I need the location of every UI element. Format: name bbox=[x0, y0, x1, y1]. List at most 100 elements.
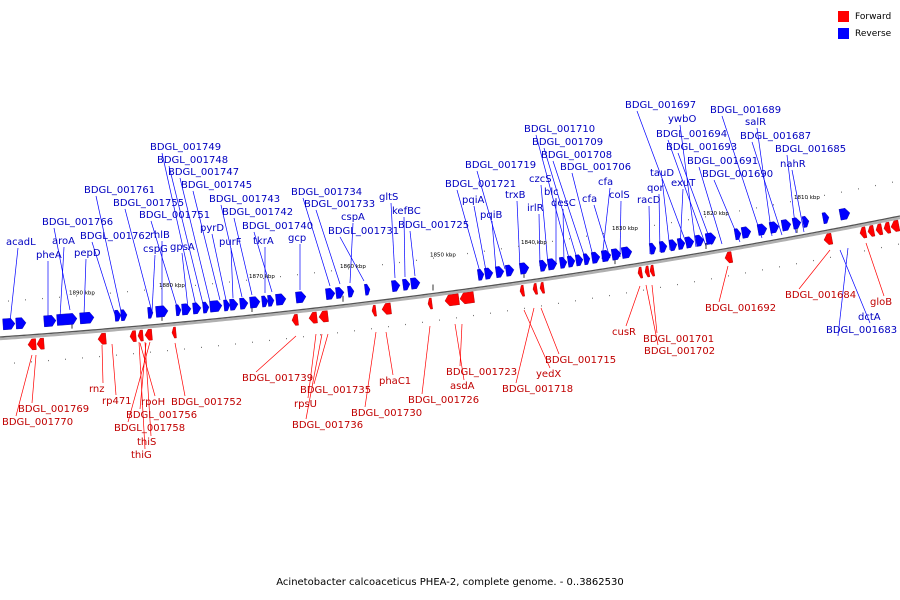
forward-gene-label: BDGL_001684 bbox=[785, 290, 856, 301]
forward-gene-label: cusR bbox=[612, 327, 636, 338]
minor-tick bbox=[711, 278, 712, 280]
reverse-connector bbox=[150, 220, 179, 311]
minor-tick bbox=[609, 294, 610, 297]
minor-tick bbox=[127, 291, 128, 293]
reverse-gene-block bbox=[538, 259, 548, 272]
minor-tick bbox=[450, 255, 451, 257]
minor-tick bbox=[490, 312, 491, 314]
minor-tick bbox=[59, 296, 60, 298]
minor-tick bbox=[14, 362, 15, 364]
forward-gene-block bbox=[867, 224, 876, 237]
forward-connector bbox=[305, 333, 323, 420]
reverse-connector bbox=[181, 252, 189, 309]
minor-tick bbox=[677, 283, 678, 286]
reverse-gene-block bbox=[484, 267, 494, 280]
minor-tick bbox=[586, 235, 587, 237]
reverse-connector bbox=[756, 127, 773, 237]
forward-gene-block bbox=[427, 297, 433, 310]
genome-caption: Acinetobacter calcoaceticus PHEA-2, comp… bbox=[276, 577, 624, 588]
forward-gene-label: BDGL_001702 bbox=[644, 346, 715, 357]
scale-label: 1820 kbp bbox=[703, 211, 729, 217]
reverse-connector bbox=[179, 177, 211, 303]
minor-tick bbox=[433, 257, 434, 259]
reverse-gene-block bbox=[740, 226, 752, 239]
scale-label: 1860 kbp bbox=[340, 264, 366, 270]
reverse-gene-label: trxB bbox=[505, 190, 526, 201]
minor-tick bbox=[807, 197, 808, 200]
reverse-gene-label: pheA bbox=[36, 250, 62, 261]
minor-tick bbox=[178, 286, 179, 288]
reverse-connector bbox=[661, 178, 671, 251]
reverse-gene-block bbox=[249, 296, 261, 309]
reverse-gene-label: BDGL_001689 bbox=[710, 105, 781, 116]
reverse-gene-label: tkrA bbox=[253, 236, 274, 247]
minor-tick bbox=[507, 310, 508, 312]
reverse-connector bbox=[91, 241, 117, 319]
reverse-gene-block bbox=[347, 285, 355, 298]
forward-gene-label: rpsU bbox=[294, 399, 317, 410]
reverse-connector bbox=[535, 134, 571, 263]
reverse-gene-label: BDGL_001719 bbox=[465, 160, 536, 171]
reverse-gene-label: BDGL_001766 bbox=[42, 217, 113, 228]
reverse-gene-label: acadL bbox=[6, 237, 36, 248]
minor-tick bbox=[229, 281, 230, 283]
reverse-gene-label: BDGL_001694 bbox=[656, 129, 727, 140]
forward-connector bbox=[645, 284, 659, 346]
reverse-gene-label: BDGL_001748 bbox=[157, 155, 228, 166]
reverse-connector bbox=[839, 249, 871, 324]
reverse-gene-block bbox=[2, 318, 16, 331]
reverse-gene-label: BDGL_001751 bbox=[139, 210, 210, 221]
minor-tick bbox=[195, 284, 196, 286]
reverse-gene-block bbox=[648, 242, 657, 255]
reverse-gene-block bbox=[558, 256, 568, 269]
reverse-gene-block bbox=[801, 215, 810, 228]
reverse-gene-label: BDGL_001762 bbox=[80, 231, 151, 242]
minor-tick bbox=[212, 283, 213, 285]
reverse-gene-block bbox=[239, 297, 249, 310]
reverse-gene-label: BDGL_001706 bbox=[560, 162, 631, 173]
minor-tick bbox=[688, 219, 689, 221]
minor-tick bbox=[603, 232, 604, 235]
forward-gene-block bbox=[97, 332, 107, 345]
forward-gene-label: phaC1 bbox=[379, 376, 411, 387]
reverse-gene-label: BDGL_001710 bbox=[524, 124, 595, 135]
forward-connector bbox=[454, 323, 465, 381]
reverse-gene-block bbox=[791, 217, 802, 230]
reverse-gene-label: aroA bbox=[52, 236, 75, 247]
reverse-gene-block bbox=[610, 248, 622, 261]
reverse-gene-block bbox=[704, 232, 717, 245]
forward-connector bbox=[127, 341, 151, 423]
minor-tick bbox=[65, 358, 66, 360]
forward-gene-block bbox=[318, 310, 329, 323]
reverse-gene-block bbox=[768, 221, 780, 234]
legend: Forward Reverse bbox=[838, 9, 898, 43]
forward-gene-block bbox=[36, 337, 45, 350]
reverse-gene-label: czcS bbox=[529, 174, 552, 185]
minor-tick bbox=[354, 330, 355, 332]
forward-connector bbox=[138, 341, 146, 450]
reverse-gene-block bbox=[495, 266, 505, 279]
forward-gene-block bbox=[519, 284, 525, 297]
forward-gene-block bbox=[129, 330, 137, 342]
minor-tick bbox=[620, 230, 621, 232]
reverse-gene-block bbox=[668, 239, 678, 252]
reverse-gene-label: BDGL_001690 bbox=[702, 169, 773, 180]
reverse-gene-block bbox=[192, 302, 202, 315]
reverse-gene-label: salR bbox=[745, 117, 766, 128]
minor-tick bbox=[42, 297, 43, 300]
reverse-gene-label: BDGL_001721 bbox=[445, 179, 516, 190]
forward-gene-block bbox=[890, 219, 900, 232]
reverse-gene-label: BDGL_001747 bbox=[168, 167, 239, 178]
reverse-gene-block bbox=[780, 219, 792, 232]
minor-tick bbox=[116, 354, 117, 356]
reverse-gene-label: kefBC bbox=[392, 206, 421, 217]
scale-label: 1880 kbp bbox=[159, 283, 185, 289]
forward-gene-block bbox=[171, 326, 177, 339]
reverse-gene-label: BDGL_001683 bbox=[826, 325, 897, 336]
scale-label: 1850 kbp bbox=[430, 253, 456, 259]
reverse-gene-block bbox=[684, 236, 695, 249]
forward-connector bbox=[798, 249, 831, 290]
forward-gene-block bbox=[371, 304, 377, 317]
reverse-connector bbox=[593, 204, 611, 259]
forward-gene-block bbox=[27, 338, 37, 351]
